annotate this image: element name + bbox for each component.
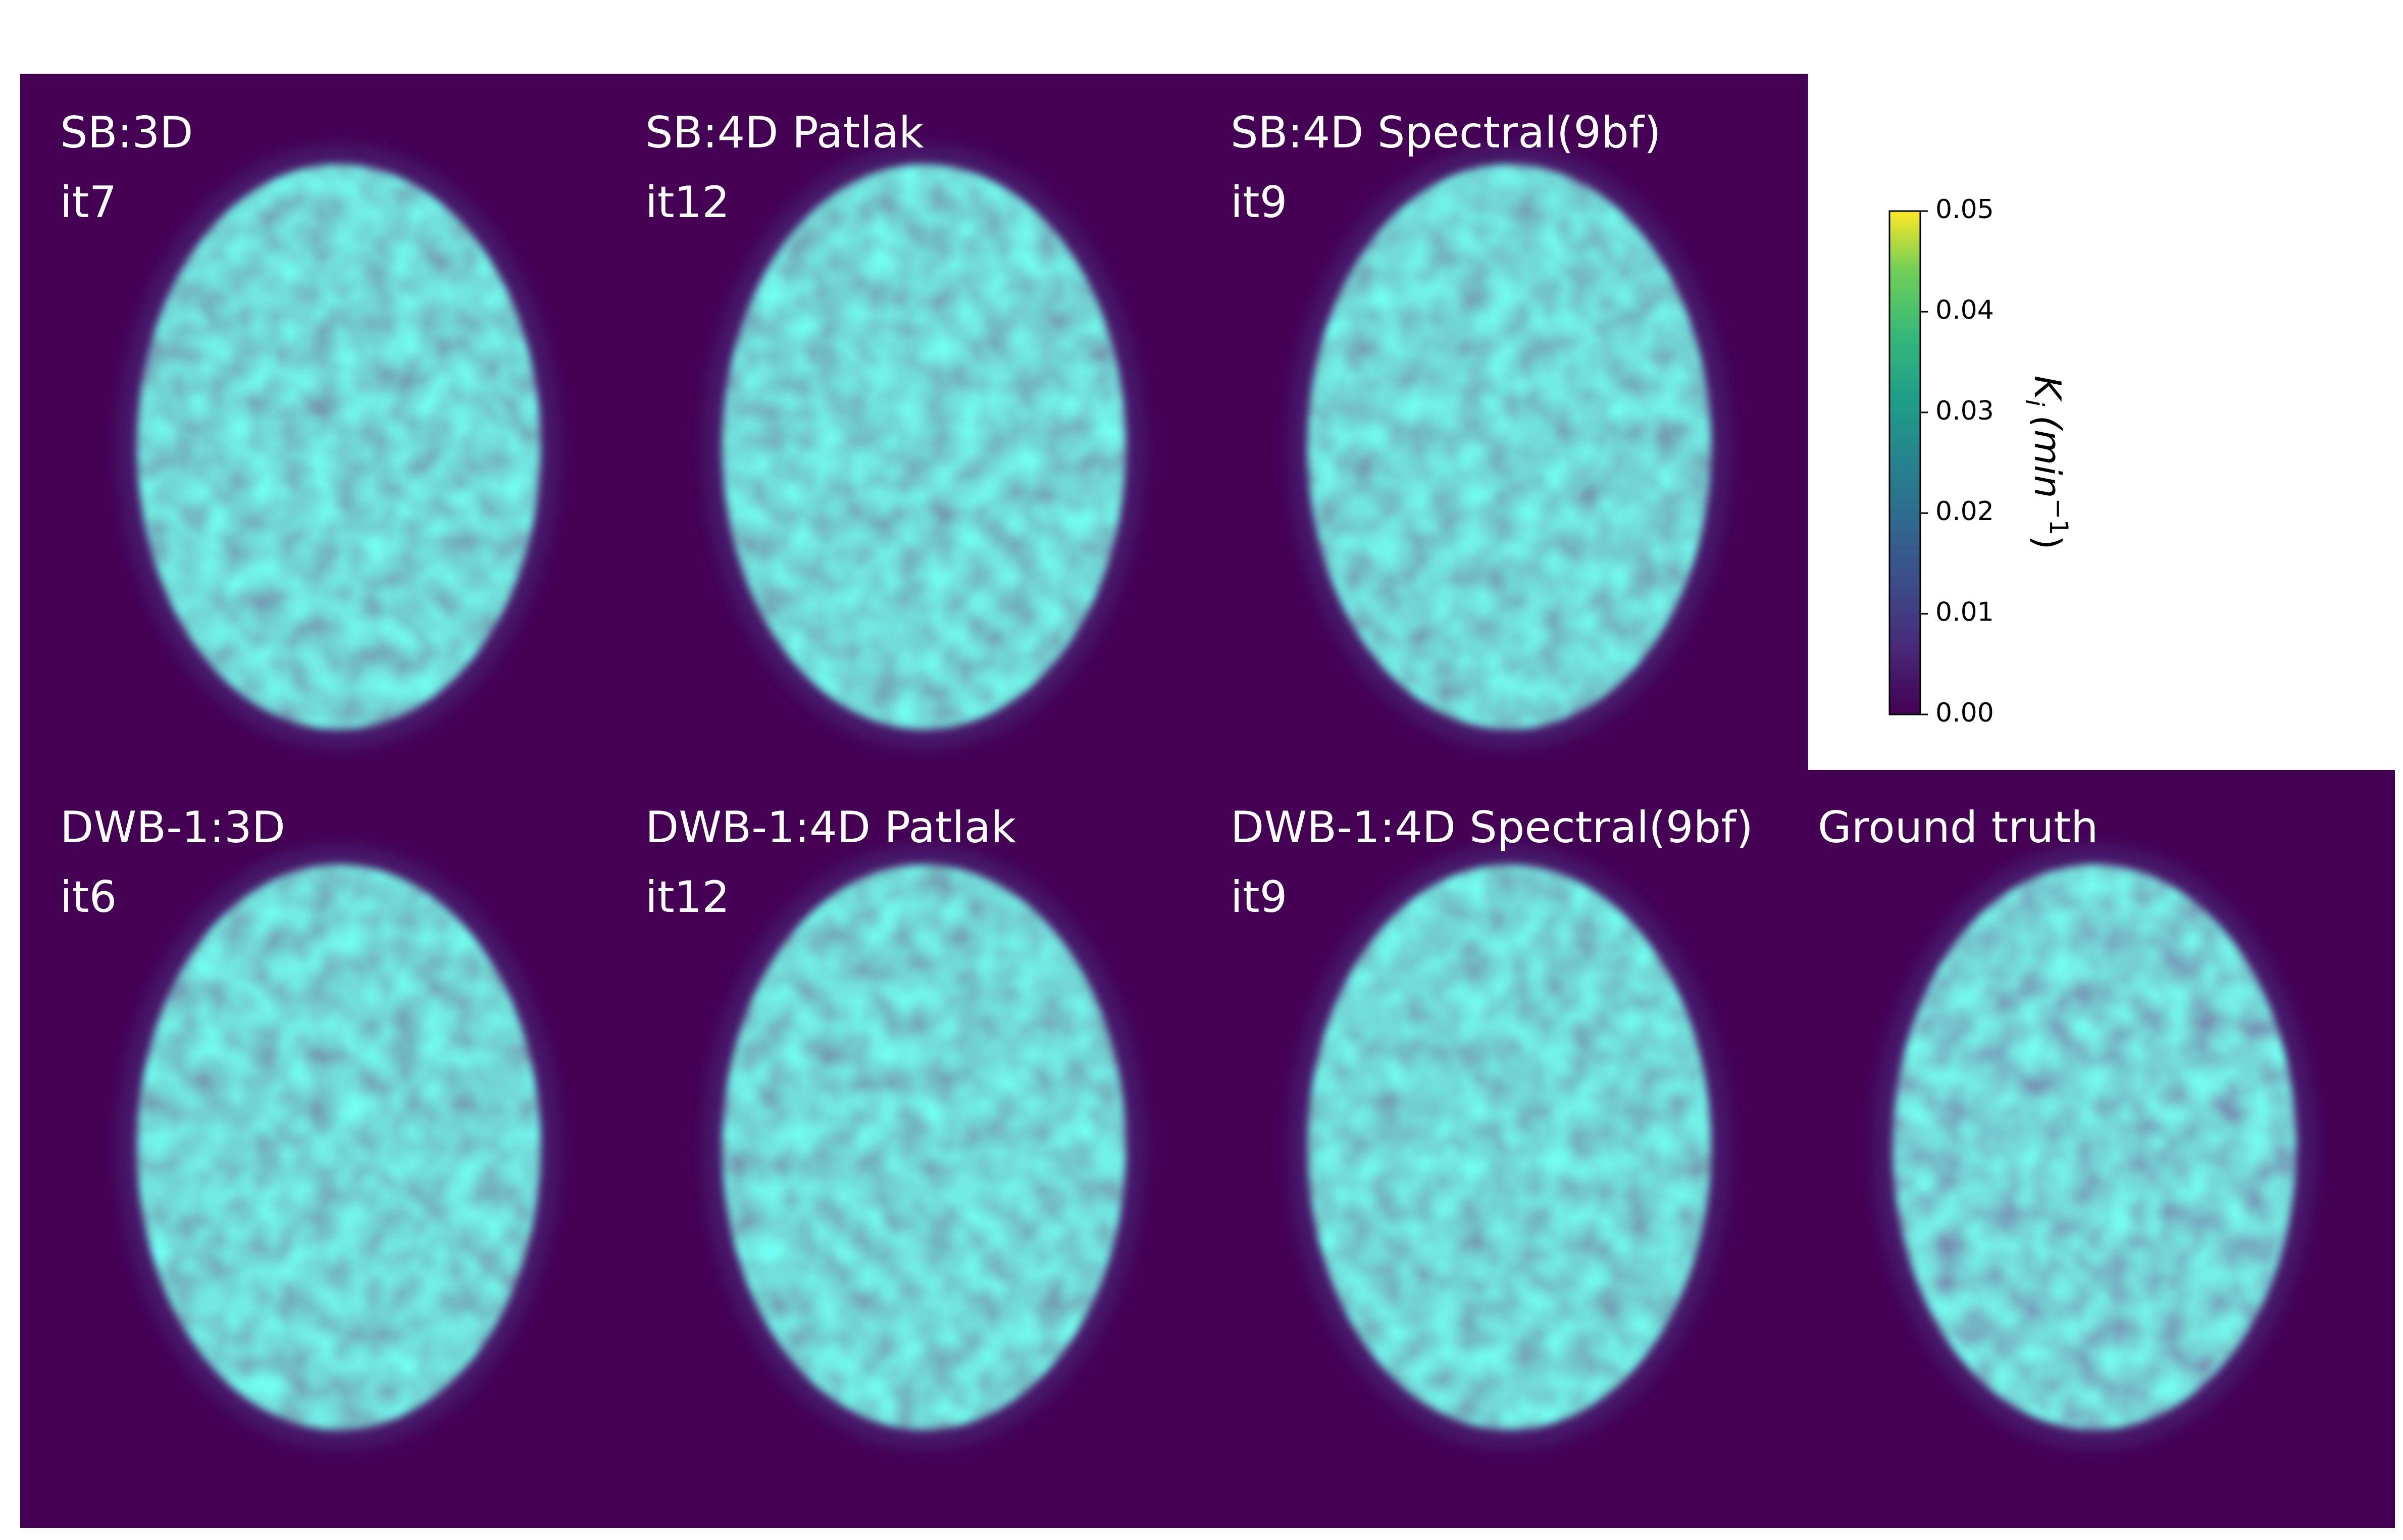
panel-title: DWB-1:4D Spectral(9bf) xyxy=(1231,802,1753,853)
brain-image xyxy=(722,864,1126,1430)
brain-image xyxy=(137,164,541,730)
panel-title: Ground truth xyxy=(1818,802,2098,853)
colorbar-tick-label: 0.05 xyxy=(1935,194,1994,225)
brain-image xyxy=(137,864,541,1430)
panel-title: SB:3D xyxy=(60,108,193,158)
brain-image xyxy=(1307,864,1711,1430)
panel-title: DWB-1:3D xyxy=(60,802,285,853)
panel-iteration: it6 xyxy=(60,872,117,922)
colorbar xyxy=(1888,210,1921,715)
panel-title: SB:4D Spectral(9bf) xyxy=(1231,108,1661,158)
colorbar-label: Ki (min−1) xyxy=(2020,376,2073,550)
colorbar-tick-label: 0.01 xyxy=(1935,597,1994,628)
panel-iteration: it12 xyxy=(645,872,730,922)
panel-iteration: it9 xyxy=(1231,872,1287,922)
colorbar-tick-label: 0.00 xyxy=(1935,698,1994,728)
colorbar-label-part: ) xyxy=(2026,535,2069,549)
panel-iteration: it9 xyxy=(1231,177,1287,228)
colorbar-tick-label: 0.04 xyxy=(1935,295,1994,325)
colorbar-tick-label: 0.03 xyxy=(1935,396,1994,426)
brain-image xyxy=(722,164,1126,730)
colorbar-label-part: i xyxy=(2020,399,2049,406)
brain-image xyxy=(1893,864,2296,1430)
panel-iteration: it7 xyxy=(60,177,117,228)
colorbar-tick-label: 0.02 xyxy=(1935,496,1994,527)
colorbar-label-part: −1 xyxy=(2044,498,2073,536)
panel-title: SB:4D Patlak xyxy=(645,108,924,158)
colorbar-label-part: K xyxy=(2026,376,2069,402)
brain-image xyxy=(1307,164,1711,730)
panel-title: DWB-1:4D Patlak xyxy=(645,802,1016,853)
panel-iteration: it12 xyxy=(645,177,730,228)
colorbar-label-part: (min xyxy=(2026,416,2069,498)
